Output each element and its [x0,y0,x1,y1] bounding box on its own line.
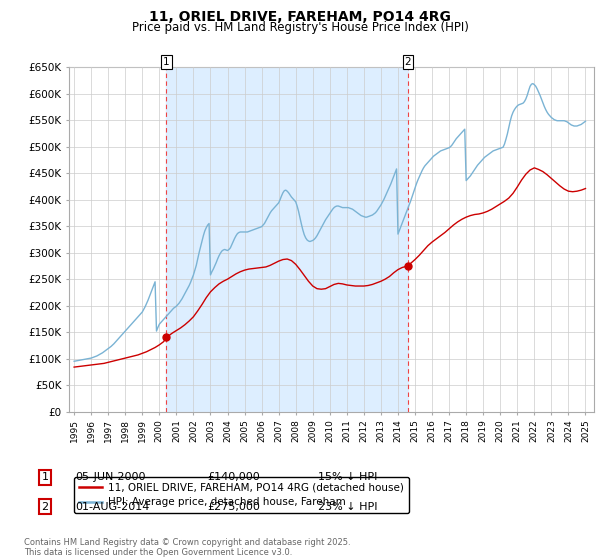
Text: 11, ORIEL DRIVE, FAREHAM, PO14 4RG: 11, ORIEL DRIVE, FAREHAM, PO14 4RG [149,10,451,24]
Text: 01-AUG-2014: 01-AUG-2014 [75,502,149,512]
Text: 23% ↓ HPI: 23% ↓ HPI [318,502,377,512]
Bar [166,67,408,412]
Text: Price paid vs. HM Land Registry's House Price Index (HPI): Price paid vs. HM Land Registry's House … [131,21,469,34]
Text: 1: 1 [163,57,170,67]
Text: £275,000: £275,000 [207,502,260,512]
Text: 05-JUN-2000: 05-JUN-2000 [75,472,146,482]
Text: 1: 1 [41,472,49,482]
Text: 15% ↓ HPI: 15% ↓ HPI [318,472,377,482]
Legend: 11, ORIEL DRIVE, FAREHAM, PO14 4RG (detached house), HPI: Average price, detache: 11, ORIEL DRIVE, FAREHAM, PO14 4RG (deta… [74,477,409,513]
Text: 2: 2 [41,502,49,512]
Text: Contains HM Land Registry data © Crown copyright and database right 2025.
This d: Contains HM Land Registry data © Crown c… [24,538,350,557]
Text: £140,000: £140,000 [207,472,260,482]
Text: 2: 2 [404,57,411,67]
